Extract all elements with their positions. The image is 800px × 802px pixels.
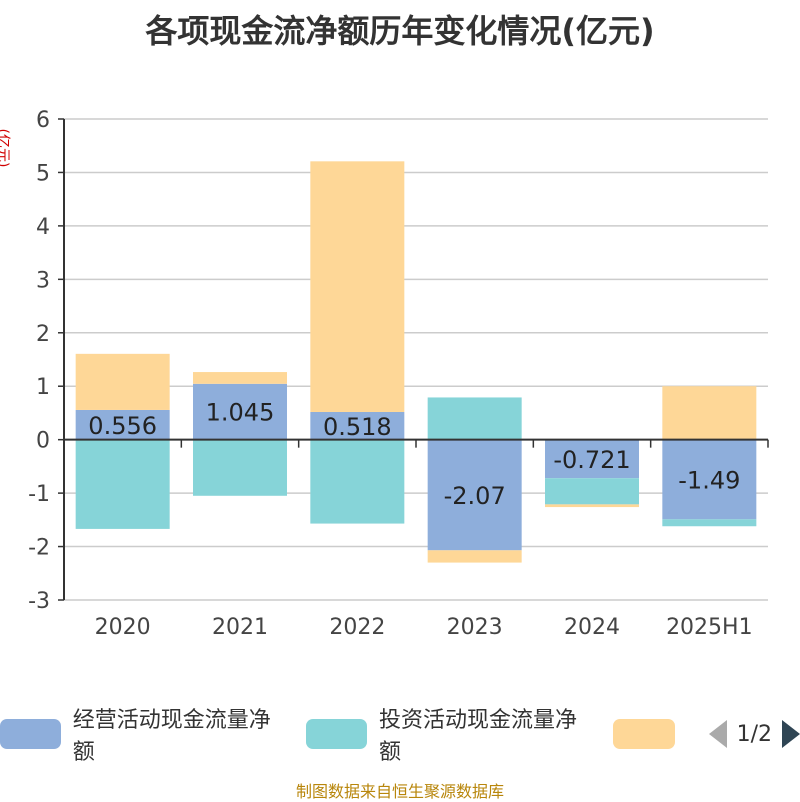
y-tick-label: 6 <box>36 108 50 133</box>
bar-2022-series-0 <box>310 411 405 440</box>
grid-lines <box>64 118 768 601</box>
legend-item-operating[interactable]: 经营活动现金流量净额 <box>0 702 288 766</box>
y-tick-label: -3 <box>28 589 50 614</box>
bar-2024-series-2 <box>545 504 639 508</box>
x-tick-label-2025H1: 2025H1 <box>666 615 753 640</box>
data-labels: 0.556 1.045 0.518 -2.07 -0.721 -1.49 <box>88 399 740 510</box>
bar-2025H1-series-0 <box>662 439 757 520</box>
data-label-2025H1: -1.49 <box>678 466 740 494</box>
legend-swatch-operating <box>0 719 61 749</box>
data-label-2021: 1.045 <box>206 399 275 427</box>
y-tick-label: 4 <box>36 215 50 240</box>
x-tick-label-2021: 2021 <box>212 615 268 640</box>
y-tick-label: 0 <box>36 429 50 454</box>
legend-item-investing[interactable]: 投资活动现金流量净额 <box>306 702 594 766</box>
x-tick-label-2022: 2022 <box>329 615 385 640</box>
axes <box>58 118 769 601</box>
bar-2021-series-1 <box>193 439 287 496</box>
x-tick-label-2020: 2020 <box>95 615 151 640</box>
legend-label-investing: 投资活动现金流量净额 <box>379 708 578 765</box>
data-label-2020: 0.556 <box>88 412 157 440</box>
legend-swatch-investing <box>306 719 368 749</box>
legend-prev-arrow-icon[interactable] <box>708 720 727 748</box>
bar-2022-series-2 <box>310 161 405 412</box>
x-tick-label-2024: 2024 <box>564 615 620 640</box>
y-tick-label: -1 <box>28 482 50 507</box>
tick-labels: 6 5 4 3 2 1 0 -1 -2 -3 2020 2021 2022 2023 2024 2025H1 <box>28 108 753 640</box>
bar-2024-series-0 <box>545 439 639 479</box>
bar-2021-series-2 <box>193 372 287 384</box>
y-tick-label: 1 <box>36 375 50 400</box>
bar-2025H1-series-1 <box>662 519 757 527</box>
bar-2023-series-1 <box>427 397 522 440</box>
bars <box>75 161 757 563</box>
chart-title: 各项现金流净额历年变化情况(亿元) <box>145 12 655 50</box>
bar-2024-series-1 <box>545 478 639 505</box>
y-tick-label: 5 <box>36 161 50 186</box>
data-label-2024: -0.721 <box>553 446 630 474</box>
bar-2025H1-series-2 <box>662 386 757 440</box>
bar-2022-series-1 <box>310 439 405 524</box>
bar-2021-series-0 <box>193 383 287 440</box>
y-tick-label: -2 <box>28 536 50 561</box>
legend-item-third[interactable] <box>612 719 689 749</box>
y-tick-label: 3 <box>36 268 50 293</box>
data-source: 制图数据来自恒生聚源数据库 <box>295 782 504 801</box>
data-label-2023: -2.07 <box>444 482 506 510</box>
legend-pager: 1/2 <box>708 720 800 748</box>
bar-2020-series-0 <box>75 409 170 440</box>
data-label-2022: 0.518 <box>323 413 392 441</box>
legend: 经营活动现金流量净额 投资活动现金流量净额 1/2 <box>0 708 800 765</box>
legend-next-arrow-icon[interactable] <box>782 720 800 748</box>
legend-swatch-third <box>612 719 675 749</box>
legend-page-indicator: 1/2 <box>736 721 772 747</box>
bar-2023-series-2 <box>427 550 522 563</box>
bar-2020-series-2 <box>75 353 170 410</box>
x-tick-label-2023: 2023 <box>447 615 503 640</box>
bar-2023-series-0 <box>427 439 522 551</box>
legend-label-operating: 经营活动现金流量净额 <box>72 708 271 765</box>
bar-2020-series-1 <box>75 439 170 529</box>
y-tick-label: 2 <box>36 322 50 347</box>
